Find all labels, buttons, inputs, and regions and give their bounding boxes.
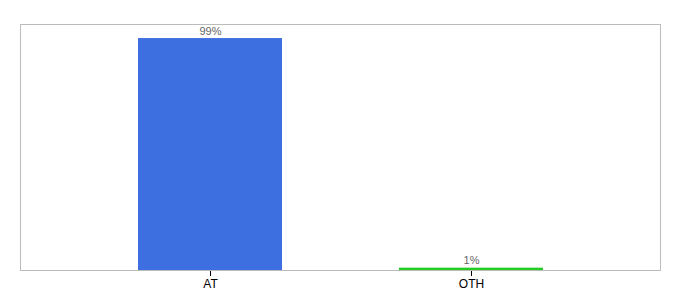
- svg-text:99%: 99%: [199, 25, 221, 37]
- svg-text:1%: 1%: [464, 254, 480, 266]
- svg-text:AT: AT: [203, 277, 218, 291]
- svg-text:OTH: OTH: [459, 277, 484, 291]
